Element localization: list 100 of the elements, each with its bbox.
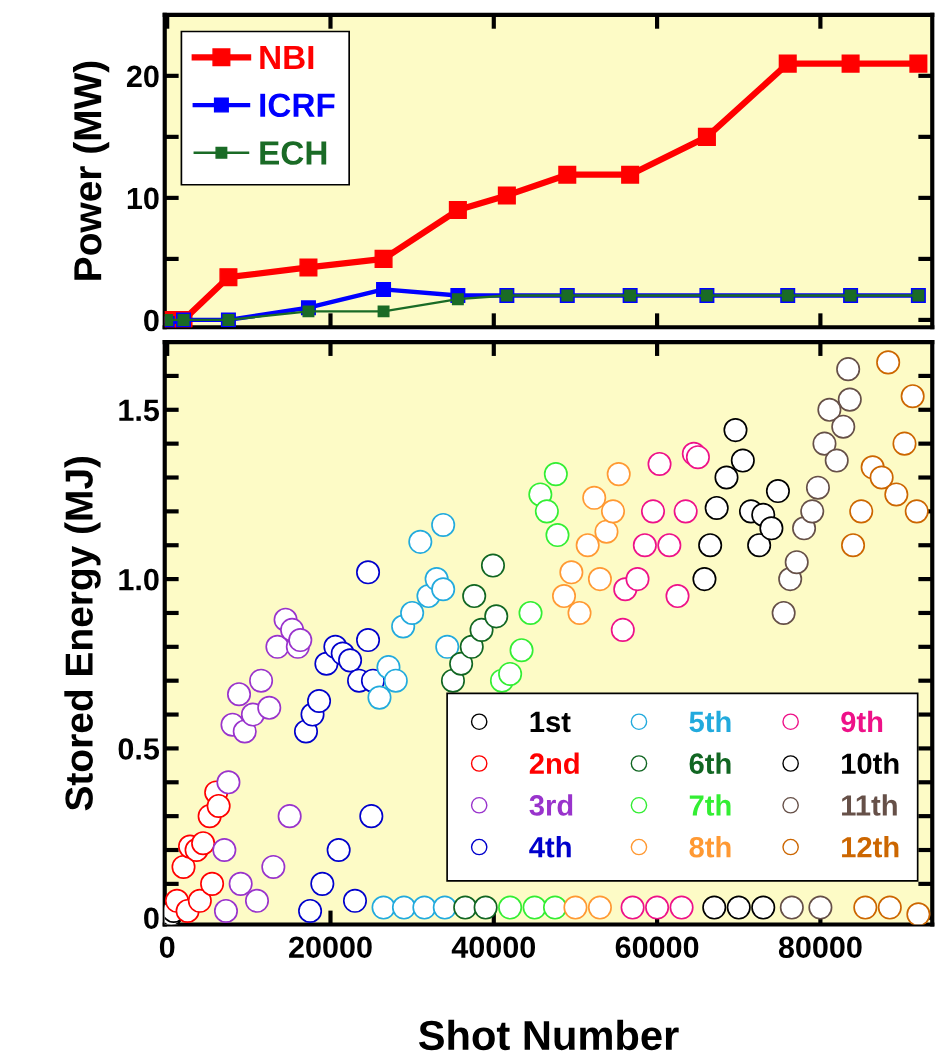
point	[559, 560, 584, 585]
point	[904, 499, 929, 524]
point	[459, 634, 484, 659]
point	[805, 475, 830, 500]
point	[469, 617, 494, 642]
y-tick-label: 1.0	[119, 568, 159, 591]
point	[545, 523, 570, 548]
point	[606, 462, 631, 487]
legend-label: 10th	[842, 752, 899, 774]
point	[374, 249, 393, 268]
x-tick-label: 80000	[778, 936, 862, 959]
point	[228, 871, 253, 896]
point	[244, 888, 270, 913]
legend-label: 9th	[841, 710, 883, 733]
point	[431, 577, 456, 602]
point	[298, 898, 323, 923]
point	[841, 54, 860, 73]
point	[558, 165, 577, 184]
point	[567, 600, 592, 625]
legend-label: 7th	[689, 794, 731, 816]
point	[326, 837, 351, 863]
point	[800, 499, 825, 524]
legend-label: 8th	[689, 836, 731, 858]
point	[342, 888, 368, 913]
point	[265, 634, 290, 659]
point	[299, 258, 318, 277]
legend-label: ICRF	[260, 93, 335, 118]
point	[836, 357, 861, 382]
point	[408, 529, 433, 554]
point	[892, 431, 917, 456]
point	[621, 165, 640, 184]
point	[522, 895, 547, 920]
point	[451, 293, 464, 306]
legend-label: 4th	[529, 836, 571, 858]
point	[376, 281, 392, 297]
point	[302, 305, 315, 318]
point	[261, 854, 286, 879]
y-tick-label: 0	[144, 907, 159, 930]
point	[587, 895, 612, 920]
point	[779, 895, 804, 920]
point	[257, 695, 282, 720]
point	[594, 519, 619, 544]
point	[200, 871, 225, 896]
point	[462, 583, 487, 609]
point	[778, 54, 797, 73]
point	[841, 533, 866, 558]
legend-label: 12th	[842, 836, 899, 858]
point	[673, 499, 698, 524]
point	[377, 305, 390, 318]
point	[391, 895, 417, 920]
point	[692, 567, 717, 592]
point	[587, 567, 612, 592]
point	[400, 600, 425, 625]
point	[498, 895, 523, 920]
point	[697, 127, 716, 146]
x-tick-label: 40000	[451, 936, 536, 959]
legend-label: 2nd	[529, 752, 579, 774]
point	[216, 770, 241, 795]
y-tick-label: 20	[126, 65, 159, 88]
point	[665, 583, 690, 609]
point	[824, 448, 849, 473]
legend-label: ECH	[260, 141, 327, 165]
point	[600, 499, 626, 524]
legend-label: 11th	[842, 794, 897, 816]
y-axis-title: Stored Energy (MJ)	[64, 456, 101, 811]
point	[356, 628, 381, 653]
point	[647, 451, 672, 476]
point	[714, 465, 739, 490]
point	[869, 465, 894, 490]
point	[432, 895, 457, 920]
point	[448, 201, 467, 220]
point	[288, 628, 313, 653]
point	[625, 567, 650, 592]
x-axis-title: Shot Number	[418, 1019, 679, 1051]
point	[726, 895, 751, 920]
point	[371, 895, 396, 920]
y-tick-label: 10	[127, 187, 159, 210]
point	[449, 651, 474, 676]
point	[610, 617, 635, 642]
point	[356, 560, 381, 585]
point	[831, 414, 856, 439]
point	[669, 895, 694, 920]
point	[518, 600, 543, 625]
point	[551, 583, 577, 609]
point	[412, 895, 437, 920]
point	[431, 512, 456, 537]
point	[877, 895, 902, 920]
y-axis-title: Power (MW)	[72, 61, 110, 280]
point	[383, 668, 408, 693]
point	[853, 895, 878, 920]
legend-label: 6th	[689, 752, 731, 774]
point	[704, 495, 729, 521]
point	[771, 600, 796, 625]
point	[759, 516, 784, 541]
point	[849, 499, 874, 524]
y-tick-label: 1.5	[119, 399, 160, 422]
point	[698, 533, 723, 558]
point	[884, 482, 909, 507]
point	[484, 604, 509, 629]
x-tick-label: 20000	[289, 936, 372, 959]
